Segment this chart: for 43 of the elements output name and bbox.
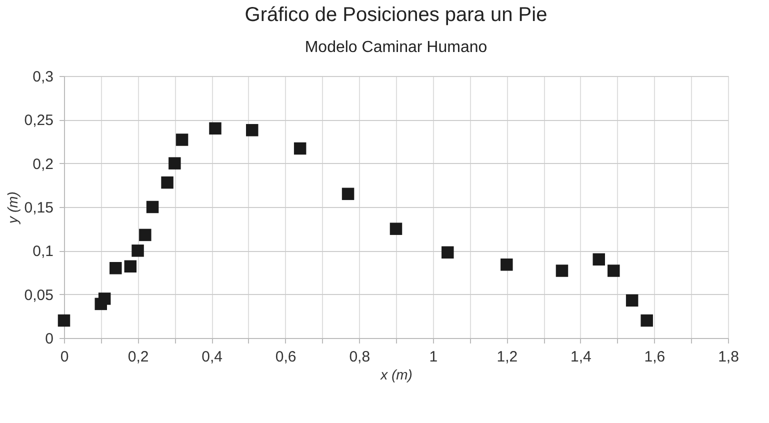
x-tick-label: 1,2 xyxy=(496,348,518,366)
y-tick-label: 0 xyxy=(45,330,54,348)
chart-title: Gráfico de Posiciones para un Pie xyxy=(244,4,548,26)
point xyxy=(124,260,137,273)
point xyxy=(139,228,152,242)
point xyxy=(176,134,188,146)
point xyxy=(390,222,402,235)
x-tick-label: 1,6 xyxy=(644,348,666,366)
x-tick-label: 0,4 xyxy=(202,348,222,366)
x-tick-label: 0,2 xyxy=(128,348,149,366)
point xyxy=(110,262,122,274)
chart-subtitle: Modelo Caminar Humano xyxy=(304,39,488,56)
point xyxy=(146,200,159,214)
x-tick-label: 0,6 xyxy=(275,348,296,366)
point xyxy=(640,314,653,327)
point xyxy=(500,258,513,271)
point xyxy=(556,264,568,277)
y-tick-label: 0,15 xyxy=(24,200,54,216)
x-tick-label: 1 xyxy=(429,348,438,366)
point xyxy=(161,176,174,189)
y-tick-label: 0,2 xyxy=(32,156,54,173)
y-tick-label: 0,25 xyxy=(24,112,54,130)
point xyxy=(132,244,144,257)
x-tick-label: 0,8 xyxy=(349,348,370,366)
y-tick-label: 0,05 xyxy=(24,286,54,304)
point xyxy=(592,253,606,266)
point xyxy=(442,246,454,259)
point xyxy=(608,264,620,277)
point xyxy=(294,142,306,155)
point xyxy=(246,124,258,136)
point xyxy=(342,188,354,200)
x-axis-title: x (m) xyxy=(380,366,412,382)
point xyxy=(168,157,181,170)
y-axis-title: y (m) xyxy=(4,192,20,224)
x-tick-label: 1,8 xyxy=(718,348,739,366)
x-tick-label: 0 xyxy=(60,348,69,366)
y-tick-label: 0,3 xyxy=(32,68,54,86)
point xyxy=(58,314,70,327)
x-tick-label: 1,4 xyxy=(570,348,592,366)
point xyxy=(209,122,222,135)
point xyxy=(98,292,111,305)
y-tick-label: 0,1 xyxy=(32,243,54,260)
point xyxy=(626,294,638,307)
